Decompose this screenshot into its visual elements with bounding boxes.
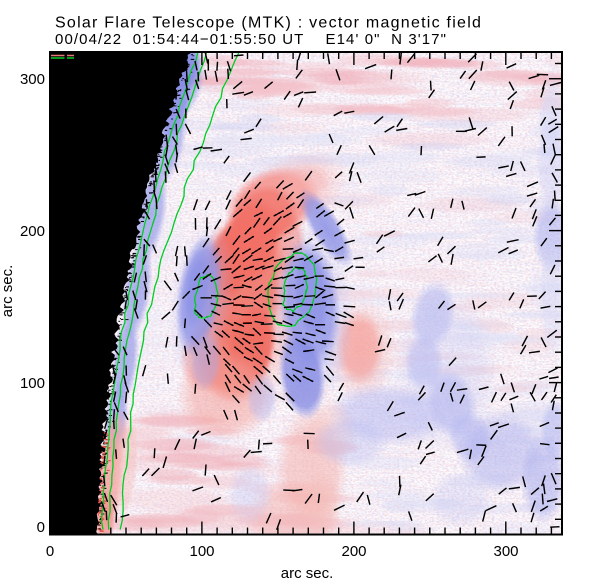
- svg-text:300: 300: [20, 71, 45, 88]
- svg-text:arc sec.: arc sec.: [281, 565, 334, 582]
- svg-text:0: 0: [46, 543, 54, 560]
- svg-text:200: 200: [20, 223, 45, 240]
- svg-text:arc sec.: arc sec.: [0, 265, 16, 318]
- svg-text:100: 100: [20, 375, 45, 392]
- svg-text:0: 0: [37, 519, 45, 536]
- svg-text:300: 300: [493, 543, 518, 560]
- svg-text:200: 200: [341, 543, 366, 560]
- svg-text:Solar Flare Telescope (MTK) :: Solar Flare Telescope (MTK) : vector mag…: [55, 15, 482, 32]
- svg-text:100: 100: [189, 543, 214, 560]
- svg-text:00/04/22 01:54:44−01:55:50 UT: 00/04/22 01:54:44−01:55:50 UT E14' 0" N …: [55, 31, 447, 48]
